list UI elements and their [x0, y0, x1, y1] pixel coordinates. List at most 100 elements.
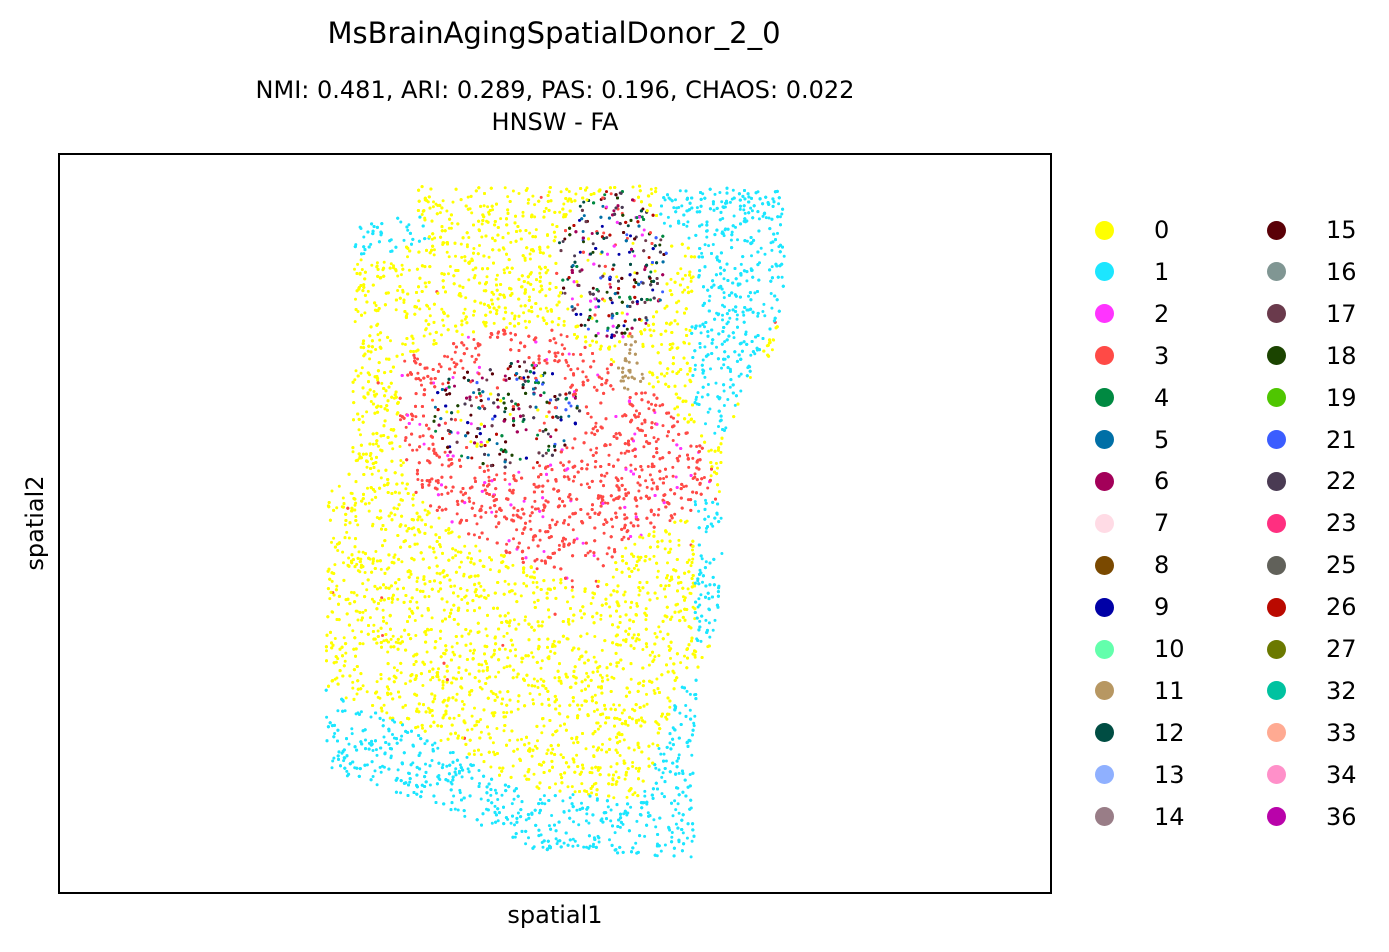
- scatter-point: [460, 775, 464, 779]
- scatter-point: [493, 804, 497, 808]
- scatter-point: [636, 568, 640, 572]
- scatter-point: [427, 628, 430, 632]
- scatter-point: [600, 377, 604, 381]
- scatter-point: [612, 360, 616, 364]
- scatter-point: [485, 464, 489, 468]
- scatter-point: [523, 774, 527, 778]
- scatter-point: [538, 271, 542, 275]
- scatter-point: [614, 770, 618, 774]
- scatter-point: [376, 333, 380, 337]
- scatter-point: [399, 671, 403, 675]
- scatter-point: [664, 759, 668, 763]
- scatter-point: [571, 595, 575, 599]
- scatter-point: [370, 263, 374, 267]
- scatter-point: [541, 382, 544, 386]
- scatter-point: [411, 337, 415, 341]
- scatter-point: [451, 650, 455, 654]
- scatter-point: [540, 659, 544, 663]
- scatter-point: [726, 320, 730, 324]
- scatter-point: [420, 213, 424, 216]
- scatter-point: [617, 252, 621, 256]
- scatter-point: [330, 540, 333, 544]
- scatter-point: [354, 712, 358, 716]
- scatter-point: [465, 243, 469, 247]
- scatter-point: [369, 715, 373, 719]
- scatter-point: [355, 692, 359, 696]
- scatter-point: [678, 189, 682, 193]
- scatter-point: [470, 354, 474, 358]
- scatter-point: [430, 616, 434, 620]
- scatter-point: [459, 242, 463, 246]
- scatter-point: [592, 554, 596, 558]
- scatter-point: [447, 272, 450, 276]
- scatter-point: [559, 461, 563, 465]
- scatter-point: [465, 588, 469, 592]
- scatter-point: [495, 695, 499, 699]
- scatter-point: [634, 512, 638, 516]
- scatter-point: [536, 507, 540, 511]
- scatter-point: [505, 711, 509, 715]
- scatter-point: [513, 835, 517, 839]
- scatter-point: [567, 352, 571, 356]
- scatter-point: [428, 332, 432, 336]
- scatter-point: [655, 596, 659, 600]
- scatter-point: [350, 590, 353, 594]
- scatter-point: [410, 418, 414, 421]
- scatter-point: [677, 206, 681, 209]
- scatter-point: [711, 524, 715, 528]
- scatter-point: [356, 618, 360, 622]
- scatter-point: [505, 326, 508, 330]
- scatter-point: [661, 290, 665, 294]
- scatter-point: [445, 209, 449, 213]
- scatter-point: [450, 782, 454, 786]
- scatter-point: [592, 359, 596, 363]
- scatter-point: [693, 500, 697, 504]
- scatter-point: [580, 801, 583, 805]
- scatter-point: [553, 448, 557, 452]
- scatter-point: [422, 334, 426, 338]
- scatter-point: [524, 842, 528, 846]
- scatter-point: [704, 560, 708, 564]
- scatter-point: [761, 310, 765, 313]
- scatter-point: [487, 255, 491, 259]
- scatter-point: [431, 205, 435, 209]
- scatter-point: [662, 477, 666, 480]
- scatter-point: [473, 360, 477, 364]
- scatter-point: [566, 785, 570, 789]
- scatter-point: [333, 637, 337, 640]
- scatter-point: [651, 742, 655, 746]
- scatter-point: [446, 381, 450, 385]
- scatter-point: [720, 552, 724, 555]
- scatter-point: [708, 608, 711, 612]
- scatter-point: [433, 405, 437, 409]
- scatter-point: [417, 299, 421, 303]
- scatter-point: [552, 639, 556, 643]
- scatter-point: [362, 235, 366, 239]
- scatter-point: [633, 432, 637, 436]
- scatter-point: [536, 679, 539, 683]
- scatter-point: [562, 439, 566, 443]
- scatter-point: [446, 355, 450, 359]
- scatter-point: [687, 465, 691, 469]
- scatter-point: [610, 301, 614, 305]
- scatter-point: [543, 802, 547, 806]
- scatter-point: [396, 597, 400, 601]
- scatter-point: [507, 582, 511, 586]
- scatter-point: [517, 622, 521, 626]
- scatter-point: [585, 671, 589, 675]
- scatter-point: [571, 699, 575, 703]
- scatter-point: [582, 845, 586, 849]
- scatter-point: [433, 236, 437, 240]
- scatter-point: [418, 307, 422, 311]
- scatter-point: [486, 537, 489, 541]
- scatter-point: [679, 661, 683, 665]
- scatter-point: [532, 677, 536, 681]
- scatter-point: [508, 412, 512, 416]
- scatter-point: [479, 718, 483, 721]
- scatter-point: [627, 360, 631, 364]
- scatter-point: [631, 765, 635, 768]
- scatter-point: [414, 634, 418, 637]
- scatter-point: [673, 704, 677, 708]
- scatter-point: [745, 279, 749, 283]
- scatter-point: [640, 372, 644, 376]
